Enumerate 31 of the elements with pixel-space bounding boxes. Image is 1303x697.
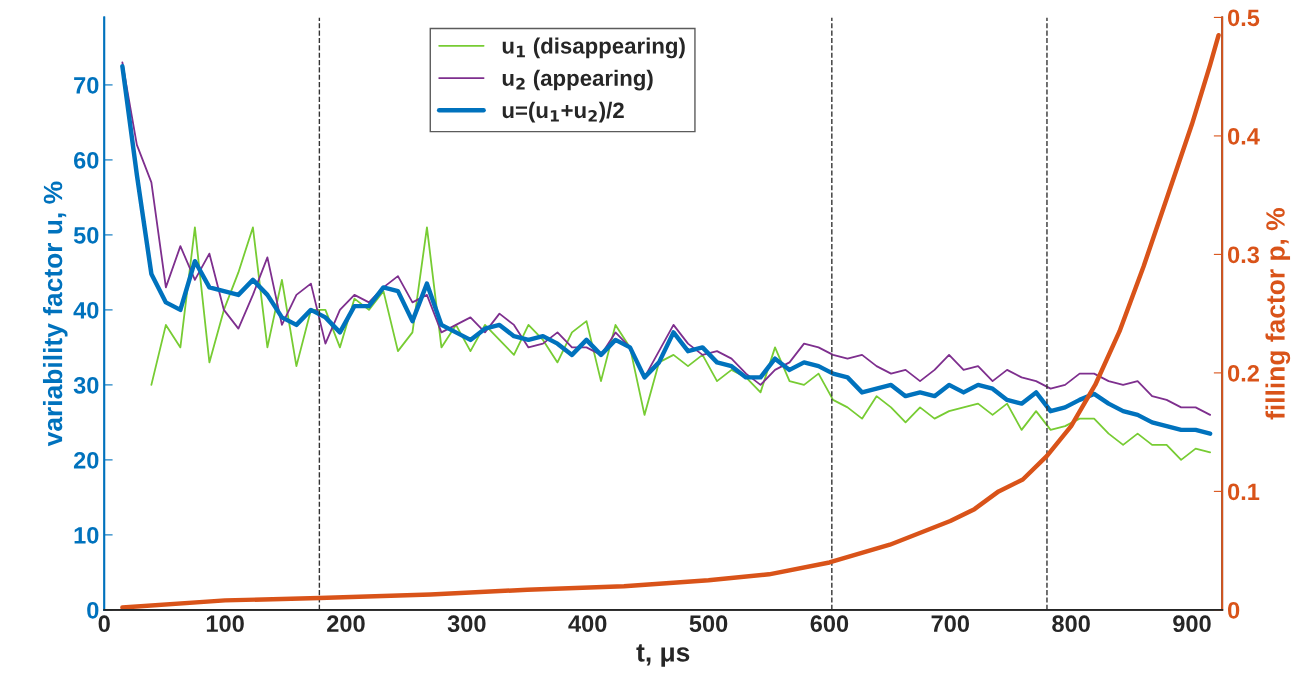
y2-tick-label: 0 [1228,601,1240,619]
x-tick-label: 100 [206,615,244,633]
y-tick-label: 30 [73,376,99,394]
x-tick-label: 600 [810,615,849,633]
legend-label: u$_{1}$ (disappearing) [502,37,685,59]
x-tick-label: 400 [568,615,607,633]
y-tick-label: 50 [73,226,99,244]
legend-label: u=(u$_{1}$+u$_{2}$)/2 [502,101,624,123]
x-tick-label: 900 [1173,615,1211,633]
x-axis-title: t, μs [636,644,690,667]
y2-tick-label: 0.5 [1228,9,1260,27]
x-tick-label: 500 [689,615,728,633]
y2-tick-label: 0.2 [1228,364,1259,382]
y-tick-label: 40 [73,301,99,319]
x-tick-label: 800 [1052,615,1090,633]
x-tick-label: 300 [447,615,486,633]
y-tick-label: 0 [87,601,99,619]
y-tick-label: 20 [73,451,99,469]
y-tick-label: 10 [74,526,99,544]
line-series [150,226,1212,461]
y-tick-label: 70 [74,76,99,94]
y-tick-label: 60 [73,151,99,169]
y2-axis-title: filling factor p, % [1265,208,1291,420]
legend-label: u$_{2}$ (appearing) [502,69,653,91]
x-tick-label: 700 [931,615,970,633]
y-axis-title: variability factor u, % [42,181,68,447]
y2-tick-label: 0.1 [1228,483,1260,501]
x-tick-label: 200 [327,615,365,633]
x-tick-label: 0 [98,615,110,633]
y2-tick-label: 0.3 [1228,246,1260,264]
y2-tick-label: 0.4 [1228,127,1260,145]
